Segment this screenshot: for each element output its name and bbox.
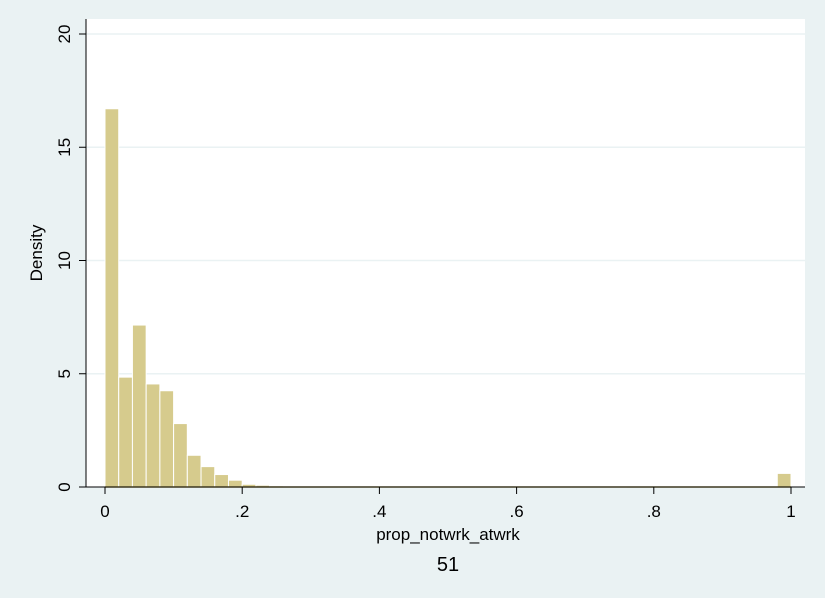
histogram-bars [104, 108, 792, 488]
histogram-bar [186, 454, 202, 488]
y-tick-label: 20 [55, 25, 74, 44]
histogram-bar [200, 466, 216, 488]
y-tick-label: 10 [55, 251, 74, 270]
y-axis-ticks: 0 5 10 15 20 [55, 25, 86, 492]
x-tick-label: .6 [510, 502, 524, 521]
histogram-bar [145, 383, 161, 488]
x-axis-ticks: 0 .2 .4 .6 .8 1 [100, 487, 796, 521]
chart-note: 51 [437, 554, 459, 576]
histogram-bar [776, 472, 792, 488]
x-tick-label: .2 [235, 502, 249, 521]
x-tick-label: .8 [647, 502, 661, 521]
histogram-bar [131, 324, 147, 488]
x-tick-label: 1 [786, 502, 795, 521]
histogram-bar [173, 423, 188, 488]
plot-area [86, 19, 805, 487]
histogram-bar [104, 108, 120, 488]
y-tick-label: 5 [55, 369, 74, 378]
histogram-bar [159, 390, 175, 488]
histogram-bar [118, 376, 133, 488]
x-tick-label: .4 [372, 502, 386, 521]
y-axis-title: Density [27, 224, 46, 281]
x-axis-title: prop_notwrk_atwrk [376, 525, 520, 544]
y-tick-label: 15 [55, 138, 74, 157]
y-tick-label: 0 [55, 482, 74, 491]
histogram-bar [227, 479, 243, 488]
x-tick-label: 0 [100, 502, 109, 521]
gridlines [86, 33, 805, 375]
histogram-bar [214, 474, 229, 488]
